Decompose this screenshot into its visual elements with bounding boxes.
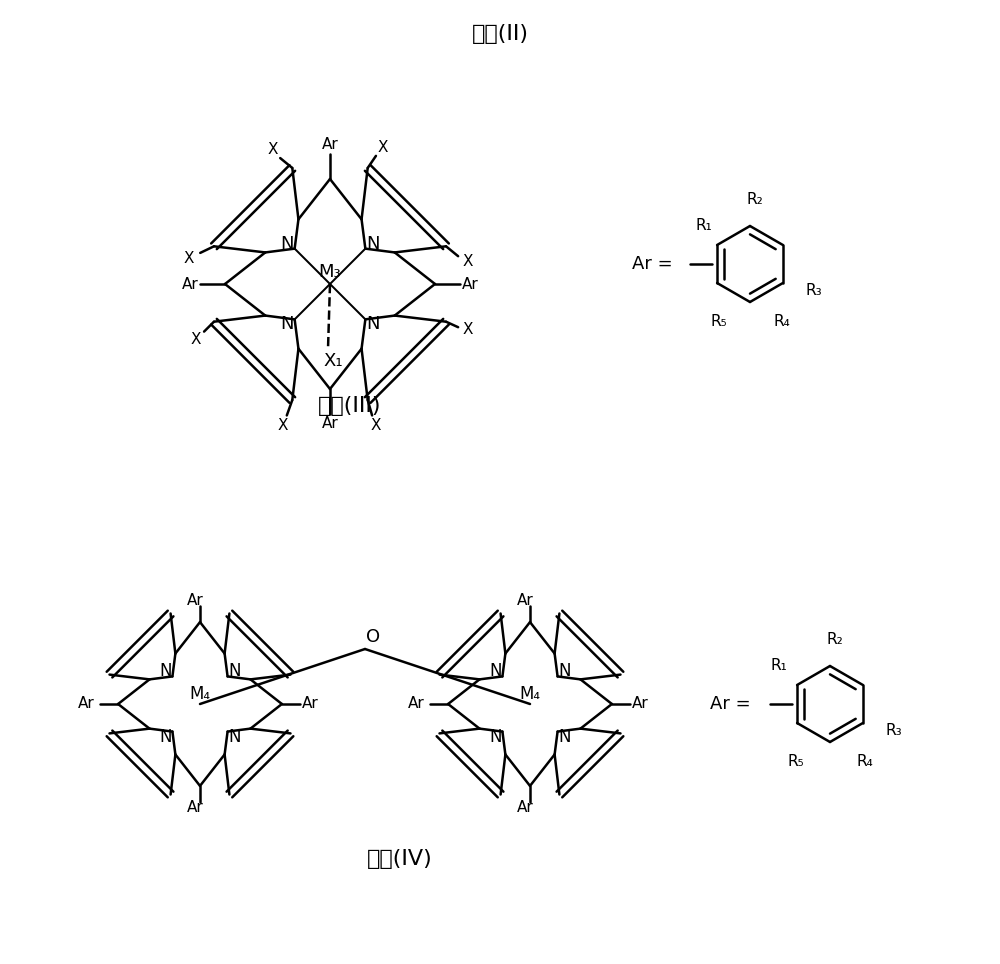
Text: X₁: X₁: [323, 352, 343, 370]
Text: N: N: [280, 234, 293, 253]
Text: Ar: Ar: [182, 277, 198, 291]
Text: R₁: R₁: [696, 218, 712, 233]
Text: 通式(III): 通式(III): [318, 396, 382, 416]
Text: N: N: [228, 662, 241, 681]
Text: R₅: R₅: [710, 314, 727, 330]
Text: Ar: Ar: [462, 277, 478, 291]
Text: Ar: Ar: [517, 800, 533, 816]
Text: X: X: [370, 417, 381, 433]
Text: Ar: Ar: [187, 800, 203, 816]
Text: Ar: Ar: [302, 697, 318, 711]
Text: R₁: R₁: [771, 658, 787, 673]
Text: N: N: [159, 662, 172, 681]
Text: N: N: [159, 728, 172, 745]
Text: R₃: R₃: [806, 283, 822, 298]
Text: X: X: [463, 322, 473, 337]
Text: X: X: [377, 141, 388, 155]
Text: Ar: Ar: [632, 697, 648, 711]
Text: N: N: [489, 728, 502, 745]
Text: N: N: [367, 315, 380, 334]
Text: 通式(IV): 通式(IV): [367, 849, 433, 869]
Text: O: O: [366, 628, 380, 646]
Text: 通式(II): 通式(II): [472, 24, 528, 44]
Text: R₂: R₂: [747, 192, 763, 206]
Text: M₃: M₃: [319, 263, 341, 281]
Text: Ar: Ar: [78, 697, 94, 711]
Text: X: X: [277, 417, 288, 433]
Text: N: N: [228, 728, 241, 745]
Text: Ar: Ar: [322, 416, 338, 432]
Text: R₄: R₄: [773, 314, 790, 330]
Text: N: N: [367, 234, 380, 253]
Text: Ar =: Ar =: [710, 695, 750, 713]
Text: X: X: [267, 143, 278, 157]
Text: X: X: [463, 254, 473, 269]
Text: R₄: R₄: [856, 755, 873, 769]
Text: N: N: [558, 728, 571, 745]
Text: M₄: M₄: [190, 685, 211, 703]
Text: R₂: R₂: [827, 631, 843, 647]
Text: M₄: M₄: [520, 685, 540, 703]
Text: Ar: Ar: [517, 593, 533, 607]
Text: Ar: Ar: [322, 137, 338, 151]
Text: N: N: [280, 315, 293, 334]
Text: Ar: Ar: [187, 593, 203, 607]
Text: Ar =: Ar =: [632, 255, 672, 273]
Text: R₅: R₅: [787, 755, 804, 769]
Text: X: X: [191, 333, 201, 347]
Text: N: N: [558, 662, 571, 681]
Text: N: N: [489, 662, 502, 681]
Text: X: X: [184, 251, 194, 266]
Text: R₃: R₃: [886, 723, 902, 738]
Text: Ar: Ar: [408, 697, 424, 711]
